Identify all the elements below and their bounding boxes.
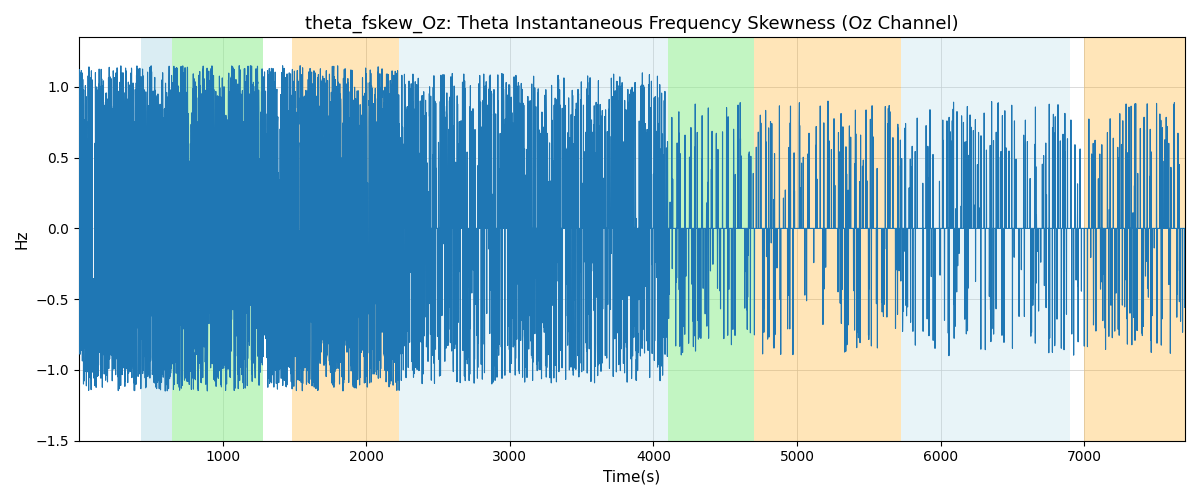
Bar	[173, 38, 263, 440]
Bar	[900, 38, 1070, 440]
Bar	[140, 38, 173, 440]
Y-axis label: Hz: Hz	[14, 230, 30, 249]
Title: theta_fskew_Oz: Theta Instantaneous Frequency Skewness (Oz Channel): theta_fskew_Oz: Theta Instantaneous Freq…	[305, 15, 959, 34]
Bar	[292, 38, 400, 440]
Bar	[754, 38, 900, 440]
Bar	[400, 38, 668, 440]
Bar	[1085, 38, 1184, 440]
Bar	[668, 38, 754, 440]
X-axis label: Time(s): Time(s)	[604, 470, 660, 485]
